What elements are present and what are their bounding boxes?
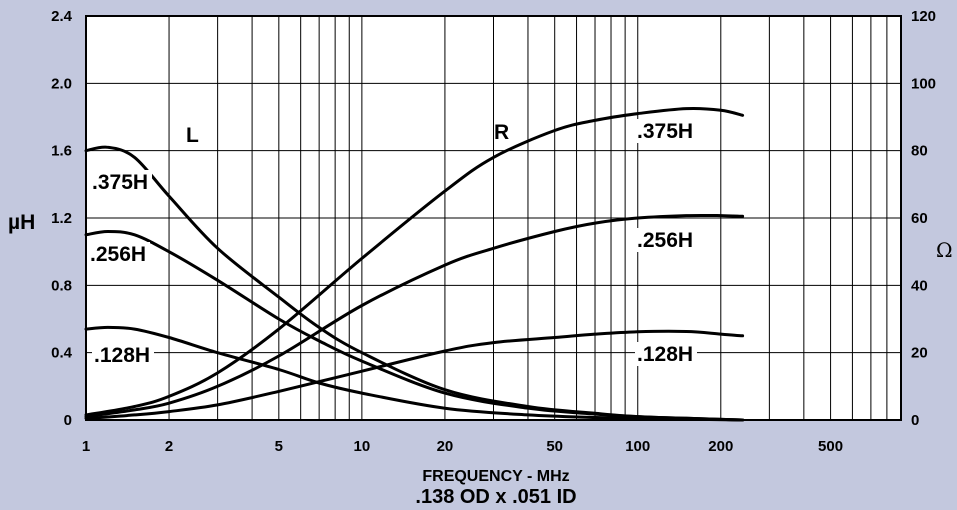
x-tick-label: 200 bbox=[708, 438, 733, 455]
series-label-bg bbox=[635, 342, 697, 366]
y-right-tick-label: 60 bbox=[911, 210, 928, 227]
plot-frame bbox=[85, 15, 902, 421]
y-left-tick-label: 1.6 bbox=[51, 143, 72, 160]
series-label-bg bbox=[635, 228, 697, 252]
y-right-tick-label: 80 bbox=[911, 143, 928, 160]
x-tick-label: 500 bbox=[818, 438, 843, 455]
y-right-tick-label: 120 bbox=[911, 8, 936, 25]
series-label-l-128H: .128H bbox=[94, 344, 150, 367]
y-left-tick-label: 2.0 bbox=[51, 75, 72, 92]
y-left-axis-label: µH bbox=[8, 211, 35, 234]
series-label-bg bbox=[92, 343, 154, 367]
series-label-r-256H: .256H bbox=[637, 229, 693, 252]
x-axis-label: FREQUENCY - MHz bbox=[422, 468, 569, 485]
series-line-l-128H bbox=[84, 325, 745, 422]
series-lines bbox=[84, 106, 745, 422]
series-label-r-375H: .375H bbox=[637, 120, 693, 143]
series-label-bg bbox=[88, 242, 150, 266]
x-tick-label: 10 bbox=[354, 438, 371, 455]
y-right-tick-label: 40 bbox=[911, 277, 928, 294]
series-label-r-128H: .128H bbox=[637, 343, 693, 366]
series-line-r-375H bbox=[84, 106, 745, 417]
y-right-tick-label: 20 bbox=[911, 345, 928, 362]
y-left-tick-label: 0 bbox=[64, 412, 72, 429]
series-label-bg bbox=[635, 119, 697, 143]
y-left-tick-label: 0.4 bbox=[51, 345, 73, 362]
series-line-r-128H bbox=[84, 329, 745, 420]
y-right-tick-label: 0 bbox=[911, 412, 919, 429]
group-label-r: R bbox=[494, 121, 509, 144]
plot-border bbox=[85, 15, 902, 421]
x-tick-label: 1 bbox=[82, 438, 90, 455]
y-left-tick-label: 2.4 bbox=[51, 8, 73, 25]
x-tick-label: 50 bbox=[546, 438, 563, 455]
series-label-bg bbox=[90, 170, 152, 194]
series-label-l-256H: .256H bbox=[90, 243, 146, 266]
x-tick-label: 2 bbox=[165, 438, 173, 455]
x-tick-label: 100 bbox=[625, 438, 650, 455]
y-left-tick-label: 1.2 bbox=[51, 210, 72, 227]
series-label-l-375H: .375H bbox=[92, 171, 148, 194]
x-tick-label: 20 bbox=[437, 438, 454, 455]
tick-labels: 1 2 5 10 20 50 100 200 500 0 0.4 0.8 1.2 1.6 2.0 2.4 0 20… bbox=[51, 8, 936, 455]
series-line-l-256H bbox=[84, 229, 745, 422]
series-line-r-256H bbox=[84, 213, 745, 419]
group-label-l: L bbox=[186, 124, 199, 147]
x-tick-label: 5 bbox=[275, 438, 283, 455]
y-right-axis-label: Ω bbox=[936, 238, 953, 262]
series-labels: .375H .256H .128H .375H .256H .128H L R bbox=[88, 119, 697, 367]
y-left-tick-label: 0.8 bbox=[51, 277, 72, 294]
y-right-tick-label: 100 bbox=[911, 75, 936, 92]
chart-subtitle: .138 OD x .051 ID bbox=[415, 486, 576, 508]
